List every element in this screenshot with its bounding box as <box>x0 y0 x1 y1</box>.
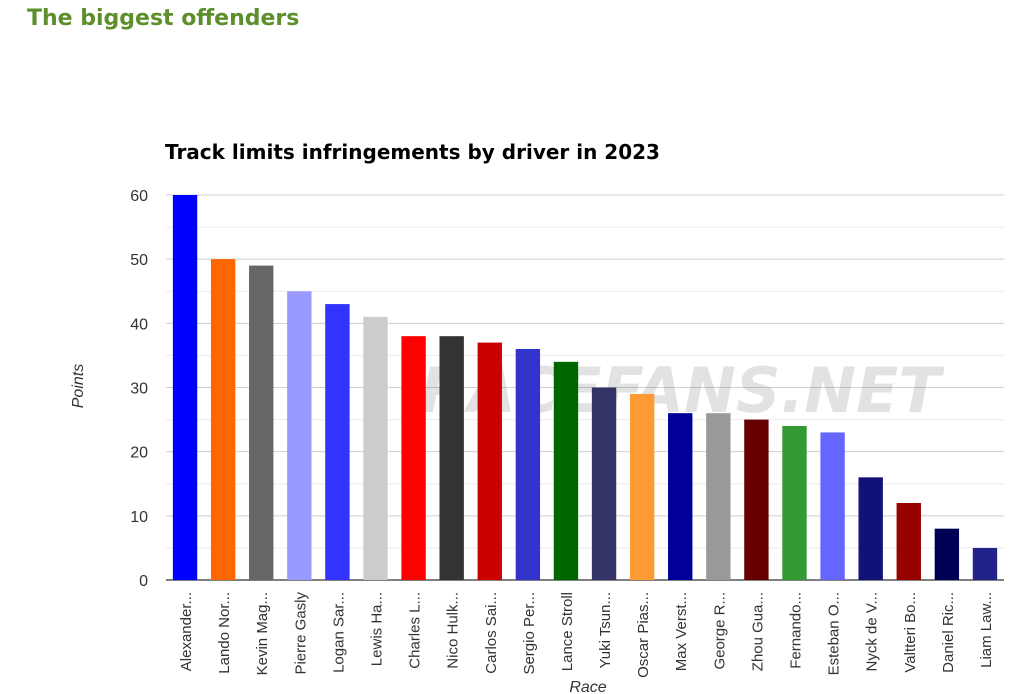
x-tick-label: Fernando... <box>788 592 805 669</box>
bar[interactable] <box>172 195 198 580</box>
bar[interactable] <box>363 316 388 580</box>
y-tick-labels: 0 10 20 30 40 50 60 <box>130 188 148 590</box>
x-tick-label: Logan Sar... <box>330 592 347 673</box>
bar[interactable] <box>515 349 541 580</box>
section-heading: The biggest offenders <box>27 6 300 31</box>
x-tick-label: Kevin Mag... <box>254 592 271 675</box>
bar[interactable] <box>439 336 464 580</box>
y-tick-label: 10 <box>130 509 148 526</box>
y-tick-label: 40 <box>130 316 148 333</box>
x-tick-label: Pierre Gasly <box>292 592 309 675</box>
bar[interactable] <box>896 503 921 580</box>
bars <box>172 195 998 581</box>
x-tick-label: Lando Nor... <box>216 592 233 674</box>
x-tick-label: Oscar Pias... <box>635 592 652 678</box>
bar[interactable] <box>706 413 731 580</box>
x-tick-label: Nyck de V... <box>864 592 881 671</box>
bar[interactable] <box>972 547 998 580</box>
bar[interactable] <box>591 387 617 581</box>
bar[interactable] <box>553 361 579 580</box>
y-tick-label: 60 <box>130 188 148 205</box>
x-tick-label: Esteban O... <box>826 592 843 675</box>
bar[interactable] <box>401 336 426 580</box>
x-tick-label: Charles L... <box>407 592 424 669</box>
bar[interactable] <box>287 291 312 580</box>
bar[interactable] <box>325 304 350 580</box>
x-tick-label: Carlos Sai... <box>483 592 500 674</box>
x-tick-labels: Alexander... Lando Nor... Kevin Mag... Pier… <box>178 592 995 678</box>
x-axis-label: Race <box>569 679 606 694</box>
bar[interactable] <box>477 342 502 580</box>
bar[interactable] <box>629 393 655 580</box>
bar[interactable] <box>668 413 693 580</box>
x-tick-label: Max Verst... <box>673 592 690 671</box>
y-tick-label: 0 <box>139 573 148 590</box>
bar[interactable] <box>249 265 274 580</box>
y-tick-label: 30 <box>130 381 148 398</box>
bar[interactable] <box>210 259 236 580</box>
x-tick-label: Zhou Gua... <box>749 592 766 671</box>
bar[interactable] <box>782 426 807 580</box>
bar[interactable] <box>934 528 960 580</box>
bar[interactable] <box>744 419 769 580</box>
x-tick-label: Liam Law... <box>978 592 995 668</box>
bar[interactable] <box>820 432 845 580</box>
x-tick-label: Lewis Ha... <box>369 592 386 666</box>
y-tick-label: 50 <box>130 252 148 269</box>
x-tick-label: Yuki Tsun... <box>597 592 614 668</box>
bar[interactable] <box>858 477 883 580</box>
x-tick-label: Daniel Ric... <box>940 592 957 673</box>
x-tick-label: George R... <box>711 592 728 670</box>
x-tick-label: Nico Hulk... <box>445 592 462 669</box>
x-tick-label: Valtteri Bo... <box>902 592 919 673</box>
y-tick-label: 20 <box>130 445 148 462</box>
x-tick-label: Alexander... <box>178 592 195 671</box>
x-tick-label: Sergio Per... <box>521 592 538 675</box>
chart-title: Track limits infringements by driver in … <box>165 140 660 164</box>
x-tick-label: Lance Stroll <box>559 592 576 671</box>
y-axis-label: Points <box>70 364 87 408</box>
